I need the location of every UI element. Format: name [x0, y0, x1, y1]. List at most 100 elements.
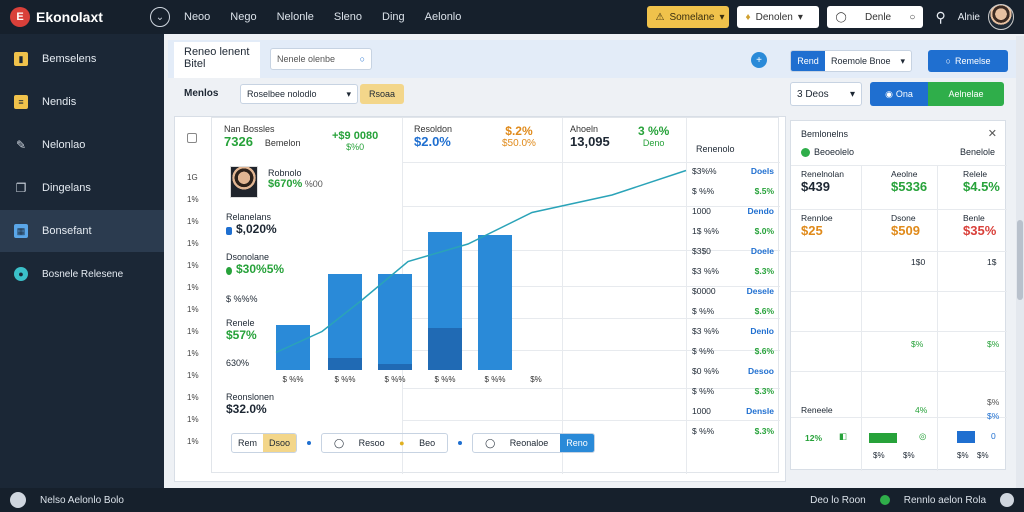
right-row: $ %% $.3% [692, 426, 782, 436]
nav-item[interactable]: Sleno [333, 11, 363, 23]
search-button[interactable]: ◯ Denle ○ [827, 6, 924, 28]
footer-pill[interactable]: ◯ Reonaloe Reno [472, 433, 595, 453]
add-button[interactable]: + [751, 52, 767, 68]
grid-line [402, 206, 780, 207]
panel-footer-cell: $% [957, 451, 969, 460]
nav-item[interactable]: Ding [382, 11, 405, 23]
stat-title: Nan Bossles [224, 124, 275, 134]
filter-dropdown[interactable]: Roselbee nolodlo ▾ [240, 84, 358, 104]
action-button-a[interactable]: ◉ Ona [870, 82, 928, 106]
scrollbar-thumb[interactable] [1017, 220, 1023, 300]
right-row-a: 1000 [692, 206, 711, 216]
refresh-icon[interactable]: ◎ [919, 431, 927, 441]
apply-button[interactable]: Rsoaa [360, 84, 404, 104]
right-row: $ %% $.6% [692, 306, 782, 316]
user-icon[interactable] [10, 492, 26, 508]
nav-item[interactable]: Neoo [184, 11, 211, 23]
circle-icon: ◯ [835, 11, 847, 23]
dot-icon [307, 441, 312, 445]
sidebar-item-active[interactable]: ▦ Bonsefant [0, 210, 164, 252]
filter-button[interactable]: ♦ Denolen ▾ [737, 6, 820, 28]
status-right-1[interactable]: Deo lo Roon [810, 494, 866, 506]
user-name[interactable]: Alnie [957, 11, 980, 23]
y-tick-label: 1% [187, 437, 199, 446]
nav-item[interactable]: Nego [230, 11, 257, 23]
right-column-header: Renenolo [696, 144, 735, 154]
y-tick-label: 1% [187, 217, 199, 226]
stat-title: Ahoeln [570, 124, 599, 134]
period-dropdown-value: 3 Deos [797, 88, 829, 100]
stat-value: 13,095 [570, 134, 610, 149]
check-icon[interactable]: ◧ [839, 431, 848, 441]
trend-line [275, 169, 687, 354]
sidebar-item[interactable]: ● Bosnele Relesene [0, 253, 164, 295]
segment-right[interactable]: Roemole Bnoe ▾ [825, 51, 911, 71]
x-tick-label: $ %% [485, 375, 506, 384]
metric-value: $32.0% [226, 402, 267, 416]
logo[interactable]: E Ekonolaxt [0, 7, 150, 27]
search-input-value: Nenele olenbe [277, 54, 336, 64]
bar[interactable] [478, 235, 512, 370]
page-title-line1: Reneo lenent [184, 46, 250, 58]
grid-line [791, 209, 1007, 210]
y-tick-label: 1% [187, 195, 199, 204]
footer-pill[interactable]: Rem Dsoo [231, 433, 298, 453]
sidebar-item[interactable]: ✎ Nelonlao [0, 124, 164, 166]
close-icon[interactable]: ✕ [987, 128, 997, 140]
right-row-a: $3 %% [692, 326, 719, 336]
metric-value: $57% [226, 328, 257, 342]
status-bar: Nelso Aelonlo Bolo Deo lo Roon Rennlo ae… [0, 488, 1024, 512]
bar[interactable] [276, 325, 310, 370]
dot-icon: ● [399, 438, 405, 448]
panel-footer-value: 12% [805, 433, 823, 443]
right-row-a: $3 %% [692, 266, 719, 276]
y-tick-label: 1% [187, 327, 199, 336]
sidebar-item-label: Bonsefant [42, 225, 92, 237]
sidebar-item[interactable]: ▮ Bemselens [0, 38, 164, 80]
yellow-button[interactable]: ⚠ Somelane ▾ [647, 6, 730, 28]
chevron-down-icon[interactable]: ⌄ [150, 7, 170, 27]
user-icon[interactable] [1000, 493, 1014, 507]
bar[interactable] [378, 274, 412, 370]
progress-bar [957, 431, 975, 443]
bar-segment[interactable] [328, 358, 362, 370]
sidebar-item[interactable]: ❐ Dingelans [0, 167, 164, 209]
nav-item[interactable]: Aelonlo [424, 11, 462, 23]
bar-segment[interactable] [428, 328, 462, 370]
checkbox-icon[interactable] [187, 133, 197, 143]
avatar[interactable] [988, 4, 1014, 30]
grid-line [562, 118, 563, 474]
right-row-a: $ %% [692, 306, 715, 316]
sidebar-item[interactable]: ≡ Nendis [0, 81, 164, 123]
status-right-2[interactable]: Rennlo aelon Rola [903, 494, 986, 506]
right-row-a: $ %% [692, 186, 715, 196]
top-bar: E Ekonolaxt ⌄ Neoo Nego Nelonle Sleno Di… [0, 0, 1024, 34]
document-icon: ≡ [14, 95, 28, 109]
metric-item: Relanelans $,020% [226, 212, 277, 236]
page-scrollbar[interactable] [1016, 36, 1024, 488]
right-row: $3$0 Doele [692, 246, 782, 256]
footer-pill-b-label: Beo [419, 438, 436, 448]
action-button-g[interactable]: Aelnelae [928, 82, 1004, 106]
nav-item[interactable]: Nelonle [276, 11, 314, 23]
footer-pill[interactable]: ◯ Resoo ● Beo [321, 433, 449, 453]
stat-title: Resoldon [414, 124, 453, 134]
circle-icon: ◉ [885, 88, 893, 99]
primary-button[interactable]: ○ Remelse [928, 50, 1008, 72]
stat-delta-value: +$9 0080 [332, 130, 379, 142]
metric-item: Renele $57% [226, 318, 257, 342]
right-row: $0000 Desele [692, 286, 782, 296]
bar-segment[interactable] [378, 364, 412, 370]
search-input[interactable]: Nenele olenbe ○ [270, 48, 372, 70]
avatar[interactable] [230, 166, 258, 198]
right-row: $ %% $.5% [692, 186, 782, 196]
right-row-a: 1000 [692, 406, 711, 416]
segment-left[interactable]: Rend [791, 51, 825, 71]
action-buttons: ◉ Ona Aelnelae [870, 82, 1004, 106]
segmented-control[interactable]: Rend Roemole Bnoe ▾ [790, 50, 912, 72]
status-left: Nelso Aelonlo Bolo [40, 494, 124, 506]
y-tick-label: 1% [187, 239, 199, 248]
location-pin-icon[interactable]: ⚲ [935, 8, 946, 25]
period-dropdown[interactable]: 3 Deos ▾ [790, 82, 862, 106]
grid-line [791, 417, 1007, 418]
